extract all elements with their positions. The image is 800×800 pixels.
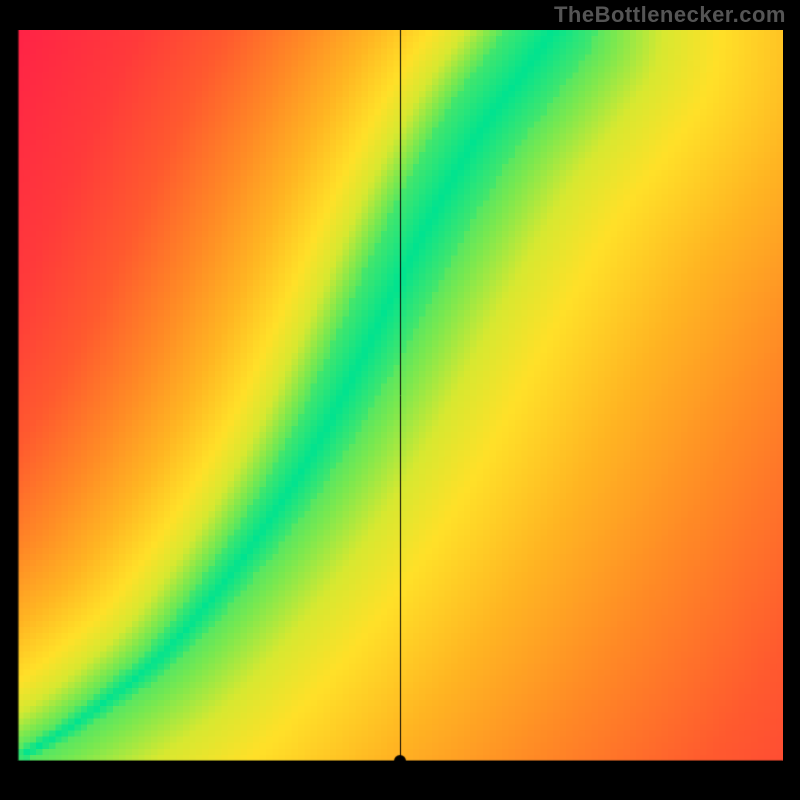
figure-container: TheBottlenecker.com	[0, 0, 800, 800]
heatmap-chart	[17, 30, 783, 761]
watermark-text: TheBottlenecker.com	[554, 2, 786, 28]
